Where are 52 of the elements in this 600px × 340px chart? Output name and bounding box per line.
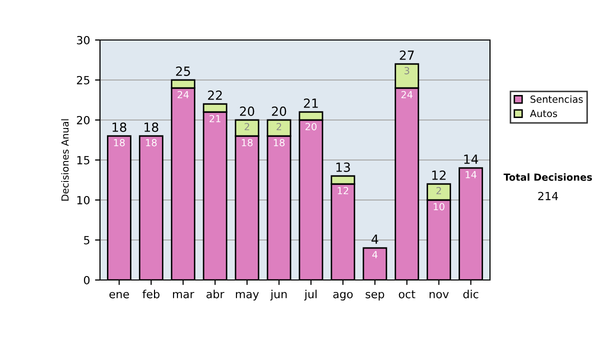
data-label: 2 [276,122,282,130]
x-tick-label: jun [270,290,287,300]
y-tick-label: 20 [76,116,90,124]
data-label: 3 [404,66,410,74]
x-tick-label: may [236,292,259,300]
data-label: 21 [210,114,220,122]
data-label: 24 [178,90,189,98]
y-tick-label: 30 [76,36,90,44]
x-tick-label: abr [206,290,224,298]
total-label: 18 [112,122,126,132]
data-label: 2 [436,186,441,194]
data-label: 24 [401,90,413,98]
y-tick-label: 0 [84,276,90,284]
total-label: 25 [176,66,190,76]
total-label: 21 [304,98,318,108]
x-tick-label: dic [463,290,478,298]
total-label: 18 [144,122,158,132]
x-tick-label: feb [142,290,160,298]
text: Total Decisiones [504,173,592,181]
total-label: 20 [272,106,286,116]
x-tick-label: ago [333,292,353,300]
total-label: 14 [464,154,478,164]
x-tick-label: nov [430,292,449,298]
y-tick-label: 25 [76,76,90,84]
data-label: 14 [466,171,476,178]
x-tick-label: ene [109,292,129,298]
data-label: 10 [434,202,444,210]
x-tick-label: jul [304,290,317,300]
legend-label: Autos [530,110,558,118]
total-label: 12 [432,170,446,180]
data-label: 18 [114,138,125,146]
total-label: 22 [208,90,222,100]
total-label: 13 [336,162,350,172]
total-label: 20 [240,106,254,116]
data-label: 4 [372,251,378,258]
data-label: 12 [338,186,348,194]
y-tick-label: 5 [84,236,90,244]
y-tick-label: 10 [77,196,90,204]
data-label: 20 [306,122,317,130]
data-label: 18 [146,138,157,146]
data-label: 2 [244,122,250,130]
legend-label: Sentencias [530,95,583,103]
y-axis-title: Decisiones Anual [61,119,69,201]
y-tick-label: 15 [77,156,90,164]
text: 214 [538,192,558,200]
total-label: 27 [400,50,414,60]
data-label: 18 [242,138,253,146]
total-label: 4 [372,234,378,244]
x-tick-label: sep [366,292,384,300]
x-tick-label: mar [173,292,194,298]
x-tick-label: oct [398,290,416,298]
data-label: 18 [274,138,285,146]
